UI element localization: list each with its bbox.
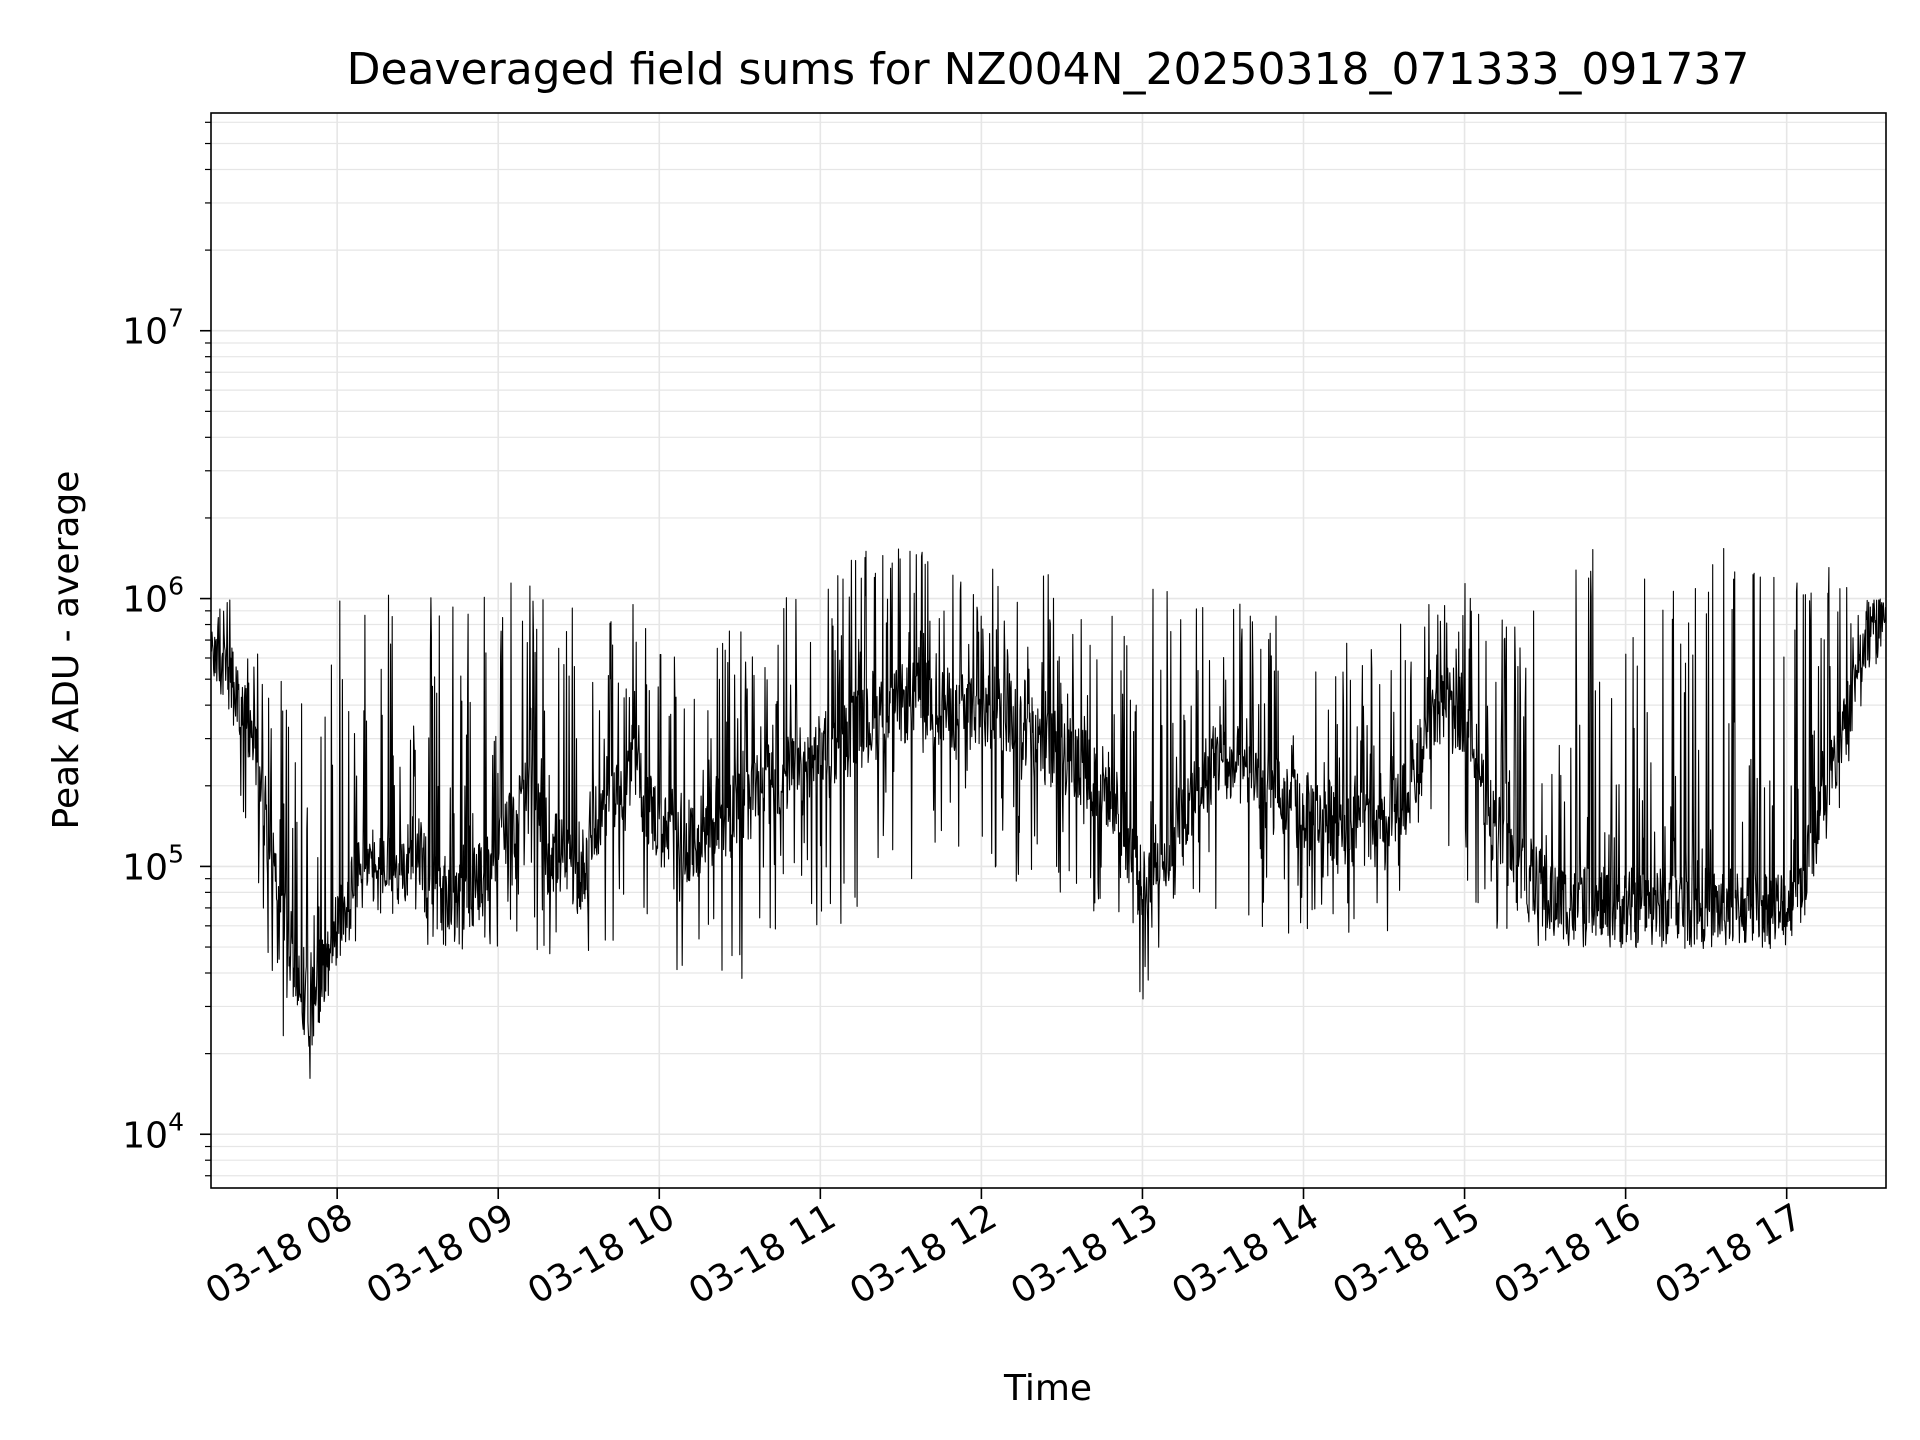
y-tick-label-mantissa: 10 xyxy=(122,847,168,888)
y-tick-label-exponent: 4 xyxy=(168,1107,184,1136)
plot-frame xyxy=(210,112,1887,1189)
y-tick-label-exponent: 5 xyxy=(168,839,184,868)
y-tick-label: 105 xyxy=(122,839,184,888)
x-axis-label: Time xyxy=(1003,1368,1092,1409)
y-tick-label: 107 xyxy=(122,304,184,353)
y-tick-label: 104 xyxy=(122,1107,184,1156)
y-tick-label-exponent: 7 xyxy=(168,304,184,333)
y-tick-label-exponent: 6 xyxy=(168,572,184,601)
series-line-path xyxy=(210,547,1887,1079)
y-tick-label-mantissa: 10 xyxy=(122,580,168,621)
chart-title: Deaveraged field sums for NZ004N_2025031… xyxy=(347,44,1750,95)
y-tick-label-mantissa: 10 xyxy=(122,312,168,353)
y-tick-label-mantissa: 10 xyxy=(122,1115,168,1156)
series-line xyxy=(210,547,1887,1079)
y-tick-label: 106 xyxy=(122,572,184,621)
y-axis-label: Peak ADU - average xyxy=(46,471,87,830)
